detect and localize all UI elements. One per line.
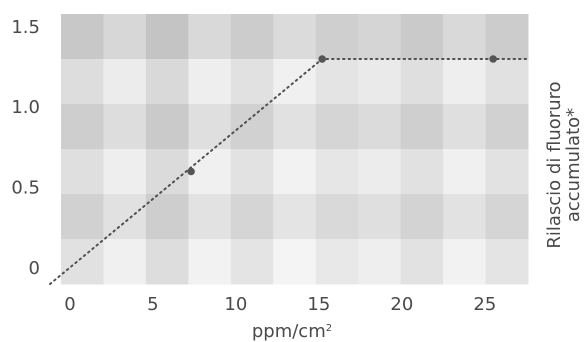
background-cell: [103, 149, 147, 195]
background-cell: [400, 104, 444, 150]
background-cell: [61, 59, 104, 105]
background-cell: [443, 239, 487, 285]
background-cell: [443, 14, 487, 60]
background-cell: [188, 104, 232, 150]
data-point-marker: [489, 55, 497, 63]
background-cell: [188, 14, 232, 60]
background-cell: [61, 104, 104, 150]
x-tick-label: 0: [64, 294, 75, 315]
y-tick-label: 1.5: [11, 17, 40, 38]
x-axis-title-text: ppm/cm: [252, 321, 326, 342]
background-cell: [145, 14, 189, 60]
background-cell: [485, 149, 529, 195]
background-cell: [400, 14, 444, 60]
x-axis-title-superscript: 2: [326, 323, 332, 334]
background-cell: [145, 104, 189, 150]
background-cell: [273, 104, 317, 150]
background-cell: [485, 194, 529, 240]
background-cell: [230, 194, 274, 240]
background-cell: [103, 239, 147, 285]
checkered-background: [61, 14, 529, 285]
background-cell: [273, 14, 317, 60]
y-axis-title: Rilascio di fluoruro accumulato*: [544, 81, 584, 248]
background-cell: [230, 14, 274, 60]
background-cell: [188, 59, 232, 105]
x-tick-label: 10: [224, 294, 247, 315]
x-tick-label: 15: [307, 294, 330, 315]
background-cell: [358, 149, 402, 195]
background-cell: [103, 59, 147, 105]
background-cell: [443, 194, 487, 240]
background-cell: [485, 104, 529, 150]
background-cell: [485, 59, 529, 105]
background-cell: [315, 59, 359, 105]
background-cell: [273, 59, 317, 105]
data-point-marker: [187, 167, 195, 176]
background-cell: [61, 149, 104, 195]
background-cell: [103, 194, 147, 240]
x-axis-title: ppm/cm2: [252, 321, 332, 342]
y-tick-labels: 0 0.5 1.0 1.5: [11, 17, 40, 279]
background-cell: [188, 194, 232, 240]
data-point-marker: [318, 55, 326, 63]
background-cell: [230, 149, 274, 195]
background-cell: [315, 104, 359, 150]
x-tick-label: 5: [147, 294, 158, 315]
y-axis-title-line-2: accumulato*: [563, 108, 584, 222]
background-cell: [400, 194, 444, 240]
background-cell: [315, 149, 359, 195]
background-cell: [485, 239, 529, 285]
background-cell: [358, 14, 402, 60]
background-cell: [188, 149, 232, 195]
x-tick-label: 20: [390, 294, 413, 315]
background-cell: [358, 194, 402, 240]
background-cell: [230, 104, 274, 150]
background-cell: [273, 149, 317, 195]
background-cell: [485, 14, 529, 60]
background-cell: [400, 149, 444, 195]
background-cell: [315, 239, 359, 285]
background-cell: [273, 194, 317, 240]
y-tick-label: 0.5: [11, 178, 40, 199]
background-cell: [61, 239, 104, 285]
x-tick-labels: 0 5 10 15 20 25: [64, 294, 496, 315]
y-axis-title-line-1: Rilascio di fluoruro: [544, 81, 565, 248]
background-cell: [315, 194, 359, 240]
background-cell: [400, 239, 444, 285]
background-cell: [230, 239, 274, 285]
background-cell: [358, 104, 402, 150]
background-cell: [61, 14, 104, 60]
background-cell: [103, 14, 147, 60]
background-cell: [443, 104, 487, 150]
background-cell: [358, 59, 402, 105]
background-cell: [145, 239, 189, 285]
background-cell: [443, 59, 487, 105]
background-cell: [61, 194, 104, 240]
background-cell: [358, 239, 402, 285]
background-cell: [145, 59, 189, 105]
background-cell: [400, 59, 444, 105]
background-cell: [273, 239, 317, 285]
background-cell: [145, 194, 189, 240]
y-tick-label: 1.0: [11, 97, 40, 118]
background-cell: [145, 149, 189, 195]
background-cell: [103, 104, 147, 150]
background-cell: [188, 239, 232, 285]
y-tick-label: 0: [29, 258, 40, 279]
data-marker-layer: [187, 55, 497, 176]
background-cell: [315, 14, 359, 60]
background-cell: [443, 149, 487, 195]
x-tick-label: 25: [473, 294, 496, 315]
background-cell: [230, 59, 274, 105]
